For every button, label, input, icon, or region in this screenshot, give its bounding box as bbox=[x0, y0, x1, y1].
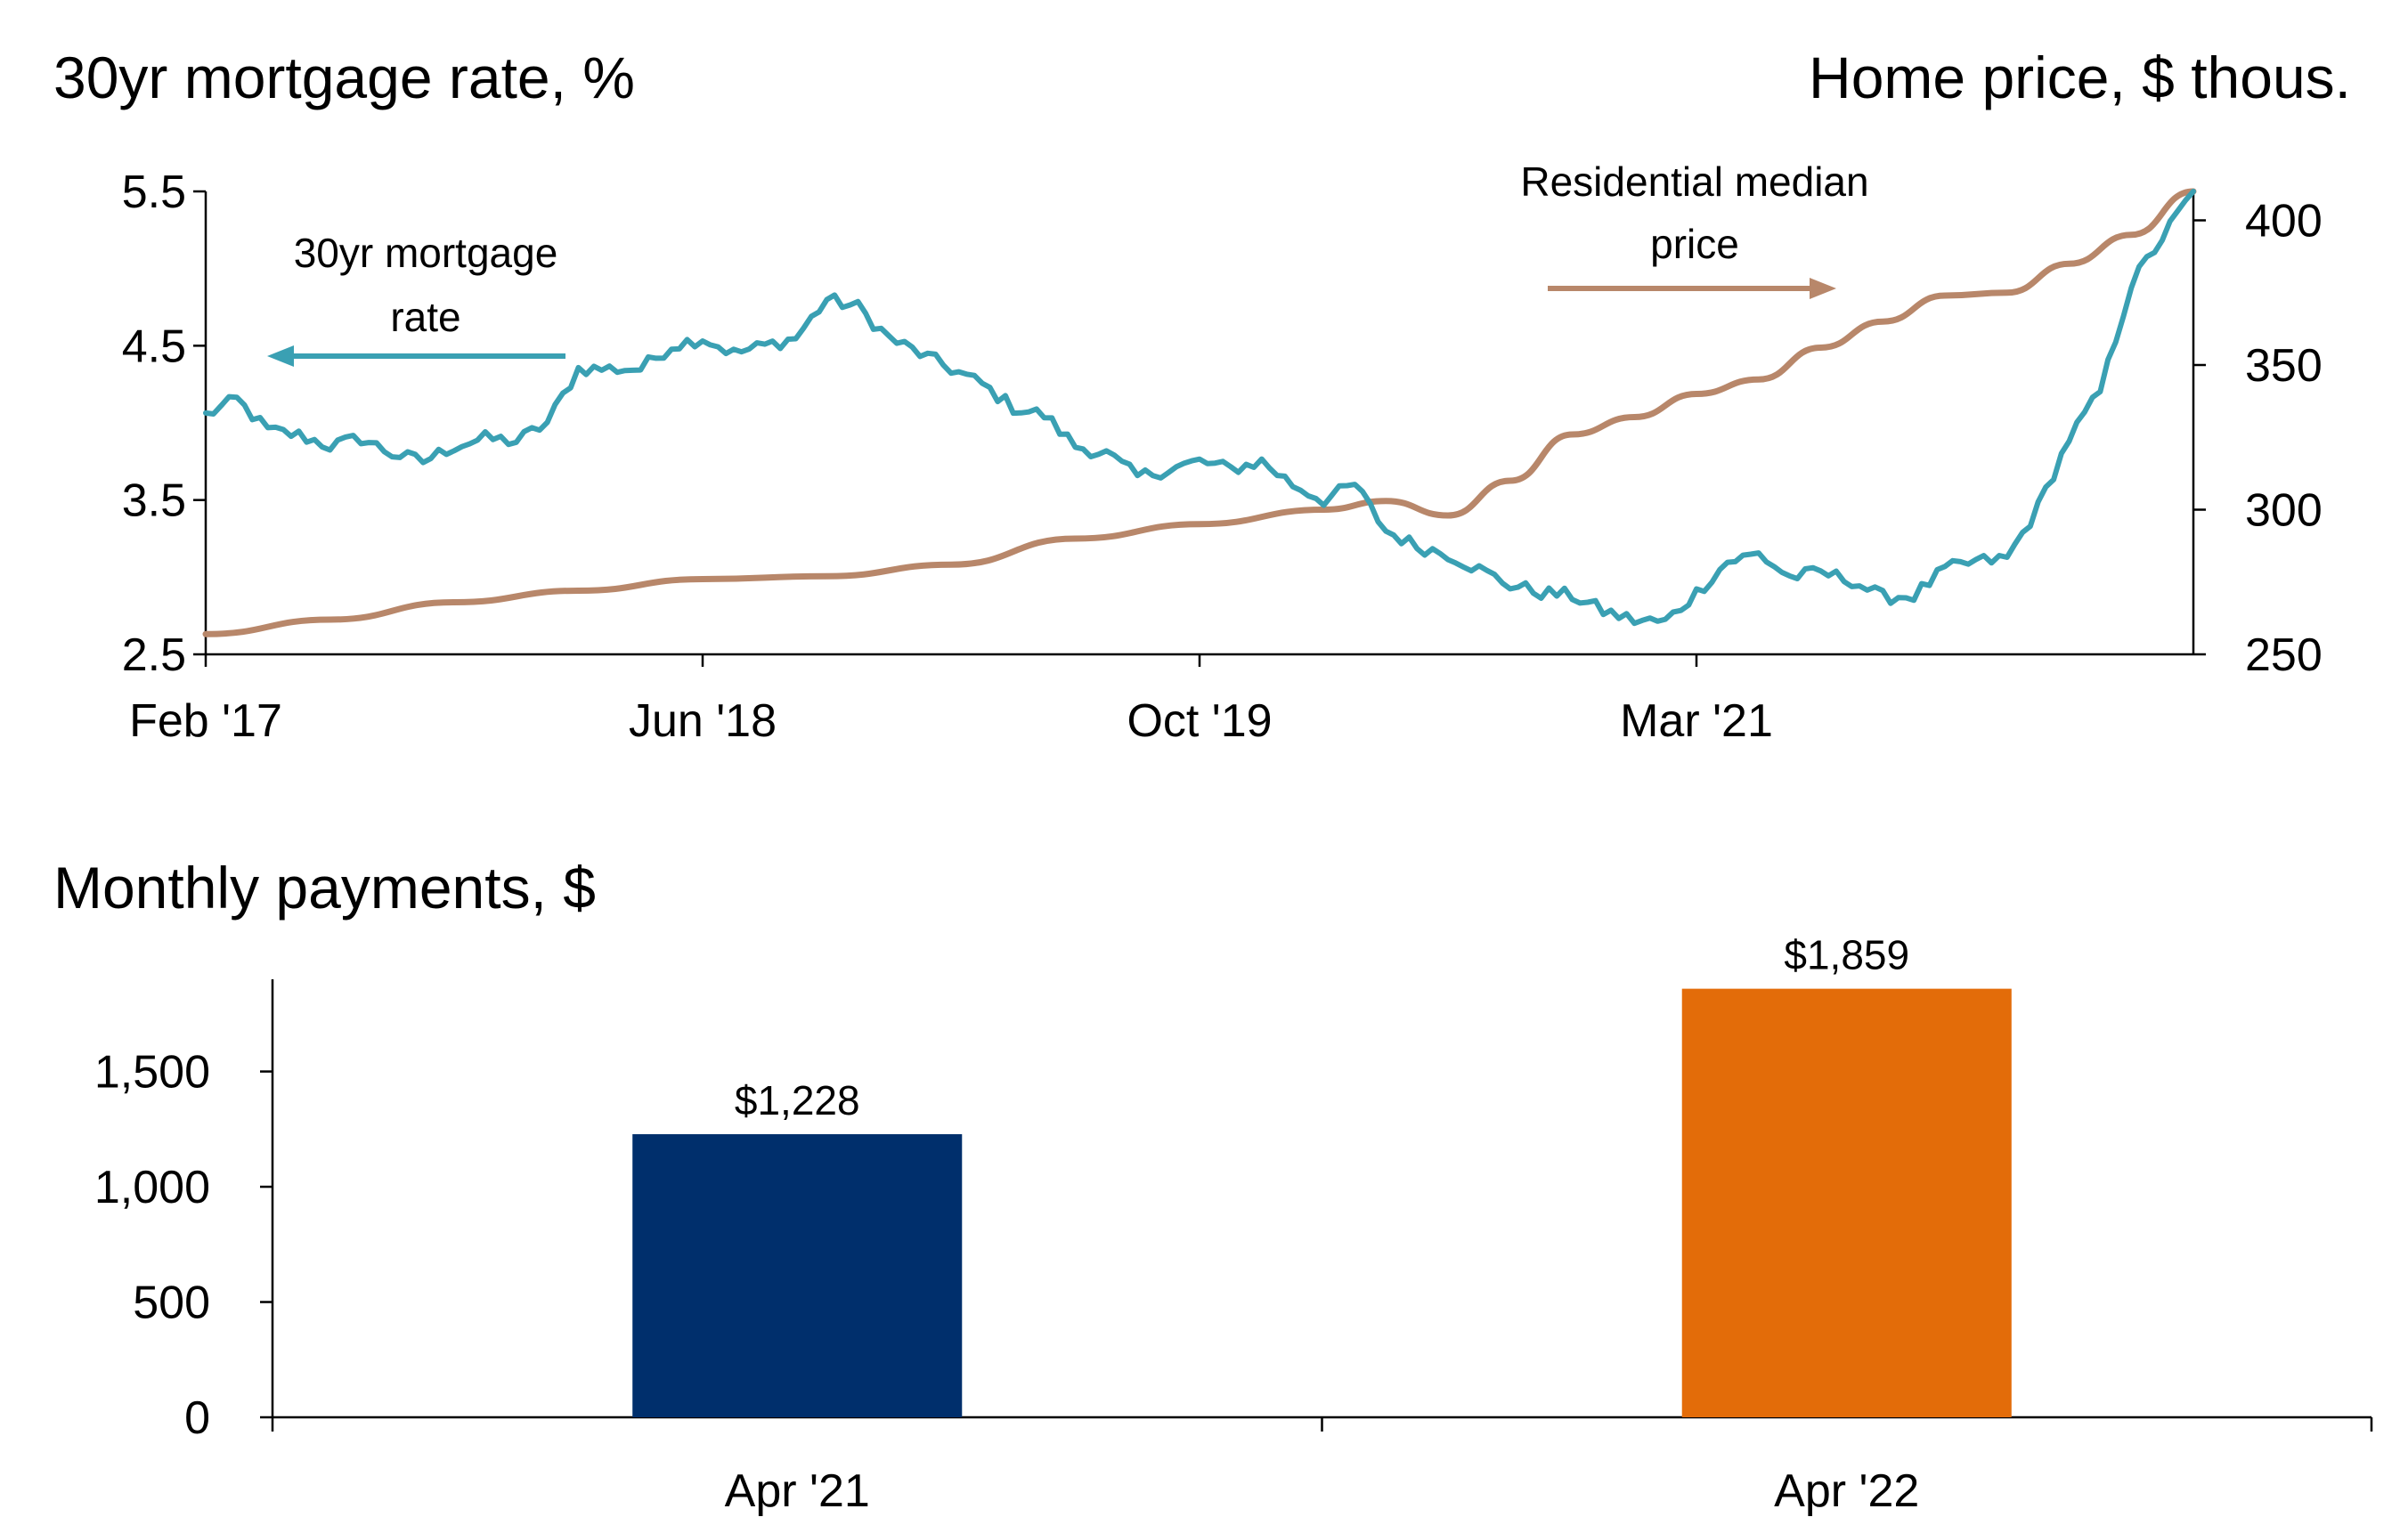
mortgage-price-line-chart: 30yr mortgage rate, % Home price, $ thou… bbox=[53, 45, 2351, 747]
x-tick-label: Mar '21 bbox=[1620, 695, 1773, 747]
price-annotation-line1: Residential median bbox=[1520, 158, 1868, 205]
bar-apr-22 bbox=[1681, 988, 2012, 1417]
x-tick-label: Oct '19 bbox=[1127, 695, 1272, 747]
bar-y-tick-label: 0 bbox=[184, 1392, 210, 1444]
bar-y-ticks: 0 500 1,000 1,500 bbox=[94, 1047, 273, 1444]
x-ticks: Feb '17 Jun '18 Oct '19 Mar '21 bbox=[129, 654, 1773, 747]
series-line-residential-median-price bbox=[202, 188, 2197, 637]
bar-chart-title: Monthly payments, $ bbox=[53, 855, 596, 921]
bar-category-label: Apr '21 bbox=[725, 1465, 870, 1517]
rate-annotation-line2: rate bbox=[390, 294, 460, 340]
right-y-ticks: 250 300 350 400 bbox=[2193, 196, 2323, 681]
bar-y-tick-label: 1,000 bbox=[94, 1162, 210, 1213]
x-tick-label: Feb '17 bbox=[129, 695, 282, 747]
bar-value-label: $1,228 bbox=[735, 1077, 860, 1124]
bar-apr-21 bbox=[632, 1134, 963, 1417]
right-y-tick-label: 300 bbox=[2245, 485, 2323, 537]
left-y-tick-label: 3.5 bbox=[122, 475, 186, 527]
left-arrow-icon bbox=[267, 345, 294, 367]
bar-value-label: $1,859 bbox=[1784, 932, 1909, 978]
right-axis-title: Home price, $ thous. bbox=[1809, 45, 2351, 110]
bars: $1,228 $1,859 bbox=[632, 932, 2012, 1417]
monthly-payments-bar-chart: Monthly payments, $ 0 500 1,000 1,500 Apr '… bbox=[53, 855, 2373, 1517]
right-y-tick-label: 350 bbox=[2245, 340, 2323, 392]
right-arrow-icon bbox=[1810, 278, 1836, 299]
left-y-tick-label: 2.5 bbox=[122, 629, 186, 681]
bar-y-tick-label: 1,500 bbox=[94, 1047, 210, 1099]
left-y-tick-label: 5.5 bbox=[122, 166, 186, 218]
right-y-tick-label: 250 bbox=[2245, 629, 2323, 681]
right-y-tick-label: 400 bbox=[2245, 196, 2323, 247]
left-y-ticks: 2.5 3.5 4.5 5.5 bbox=[122, 166, 206, 681]
bar-x-ticks: Apr '21 Apr '22 bbox=[271, 1417, 2373, 1517]
price-annotation-line2: price bbox=[1650, 221, 1739, 267]
left-axis-title: 30yr mortgage rate, % bbox=[53, 45, 635, 110]
rate-annotation-line1: 30yr mortgage bbox=[294, 230, 558, 276]
bar-category-label: Apr '22 bbox=[1774, 1465, 1919, 1517]
bar-y-tick-label: 500 bbox=[133, 1278, 210, 1329]
x-tick-label: Jun '18 bbox=[629, 695, 777, 747]
left-y-tick-label: 4.5 bbox=[122, 320, 186, 372]
series-line-30yr-mortgage-rate bbox=[203, 189, 2196, 627]
